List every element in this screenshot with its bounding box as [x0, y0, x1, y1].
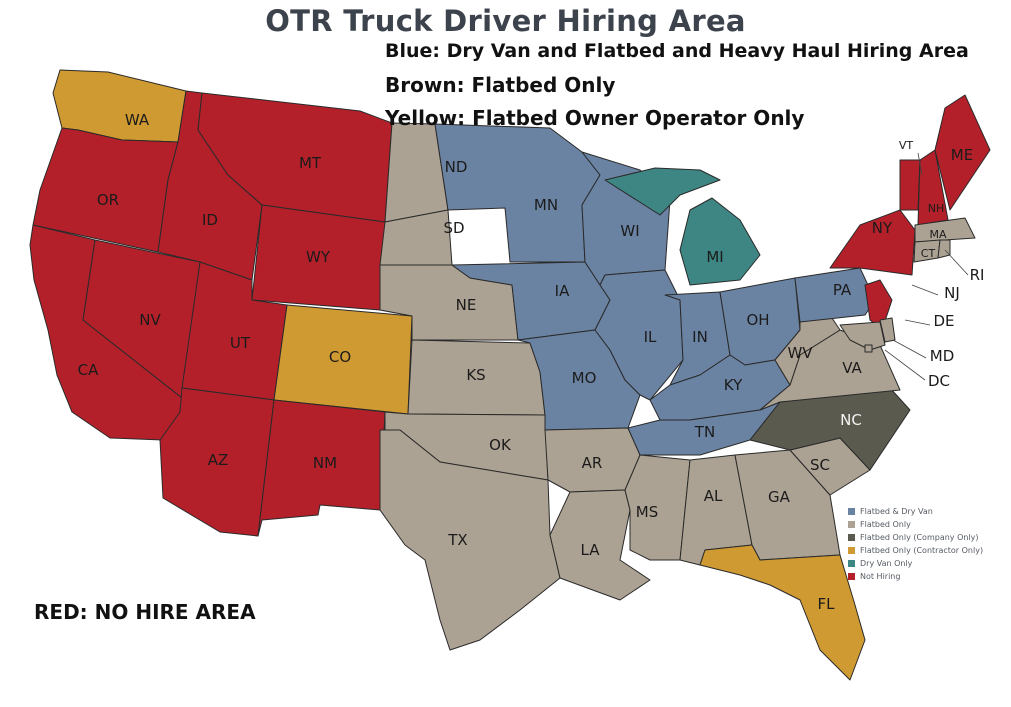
map-title: OTR Truck Driver Hiring Area [265, 4, 746, 38]
legend-swatch [848, 521, 855, 528]
legend-item: Flatbed & Dry Van [848, 505, 1008, 518]
state-label-al: AL [704, 487, 723, 505]
state-label-ne: NE [456, 296, 477, 314]
legend-swatch [848, 534, 855, 541]
note-red: RED: NO HIRE AREA [34, 600, 256, 624]
state-label-wy: WY [306, 248, 331, 266]
legend-swatch [848, 547, 855, 554]
map-legend: Flatbed & Dry Van Flatbed Only Flatbed O… [848, 505, 1008, 583]
state-nj [864, 279, 893, 331]
state-fl [699, 544, 866, 681]
legend-item: Flatbed Only (Company Only) [848, 531, 1008, 544]
state-dc [864, 344, 873, 353]
state-label-il: IL [644, 328, 657, 346]
legend-item: Flatbed Only (Contractor Only) [848, 544, 1008, 557]
state-label-ny: NY [872, 219, 893, 237]
state-label-tx: TX [447, 531, 467, 549]
state-vt [899, 159, 921, 211]
state-label-nj: NJ [944, 284, 960, 302]
state-label-nv: NV [139, 311, 161, 329]
legend-label: Flatbed Only (Company Only) [860, 533, 979, 542]
state-mi [604, 167, 761, 286]
state-label-ok: OK [489, 436, 512, 454]
state-label-wi: WI [620, 222, 639, 240]
state-label-ky: KY [724, 376, 743, 394]
state-nm [257, 399, 386, 537]
legend-label: Not Hiring [860, 572, 901, 581]
note-yellow: Yellow: Flatbed Owner Operator Only [385, 106, 805, 130]
state-label-nd: ND [445, 158, 468, 176]
state-label-wv: WV [787, 344, 813, 362]
state-label-va: VA [842, 359, 862, 377]
state-label-nc: NC [840, 411, 862, 429]
state-label-mn: MN [534, 196, 558, 214]
state-label-wa: WA [125, 111, 150, 129]
state-label-sd: SD [443, 219, 464, 237]
state-label-ga: GA [768, 488, 791, 506]
state-label-dc: DC [928, 372, 950, 390]
state-label-la: LA [581, 541, 601, 559]
legend-swatch [848, 560, 855, 567]
state-label-ia: IA [555, 282, 570, 300]
state-label-ri: RI [970, 266, 985, 284]
state-md [839, 321, 886, 351]
legend-item: Not Hiring [848, 570, 1008, 583]
state-label-pa: PA [833, 281, 852, 299]
state-label-ma: MA [929, 228, 946, 241]
legend-label: Flatbed Only (Contractor Only) [860, 546, 984, 555]
legend-swatch [848, 508, 855, 515]
note-blue: Blue: Dry Van and Flatbed and Heavy Haul… [385, 40, 969, 62]
legend-label: Flatbed Only [860, 520, 911, 529]
state-ms [624, 454, 691, 561]
legend-item: Dry Van Only [848, 557, 1008, 570]
state-label-mt: MT [299, 154, 322, 172]
state-label-tn: TN [694, 423, 715, 441]
state-label-az: AZ [208, 451, 229, 469]
state-label-mo: MO [572, 369, 597, 387]
state-label-ms: MS [636, 503, 658, 521]
state-label-co: CO [329, 348, 351, 366]
state-label-vt: VT [899, 139, 914, 152]
state-label-ct: CT [921, 247, 936, 260]
state-label-de: DE [933, 312, 954, 330]
state-label-nm: NM [313, 454, 337, 472]
state-label-or: OR [97, 191, 119, 209]
state-ri [937, 239, 951, 259]
state-tx [379, 429, 561, 651]
state-label-sc: SC [810, 456, 830, 474]
note-brown: Brown: Flatbed Only [385, 73, 616, 97]
state-ma [914, 217, 976, 243]
state-me [934, 94, 991, 211]
state-label-ks: KS [466, 366, 485, 384]
state-label-nh: NH [928, 202, 945, 215]
legend-label: Flatbed & Dry Van [860, 507, 933, 516]
state-label-in: IN [692, 328, 708, 346]
state-de [879, 317, 896, 343]
legend-item: Flatbed Only [848, 518, 1008, 531]
state-label-me: ME [951, 146, 973, 164]
state-label-id: ID [202, 211, 218, 229]
state-label-ca: CA [78, 361, 99, 379]
state-label-ut: UT [230, 334, 251, 352]
legend-swatch [848, 573, 855, 580]
state-mn [434, 123, 601, 263]
state-label-ar: AR [582, 454, 603, 472]
state-label-oh: OH [746, 311, 769, 329]
state-label-fl: FL [818, 595, 836, 613]
state-label-mi: MI [706, 248, 723, 266]
state-label-md: MD [930, 347, 955, 365]
legend-label: Dry Van Only [860, 559, 913, 568]
